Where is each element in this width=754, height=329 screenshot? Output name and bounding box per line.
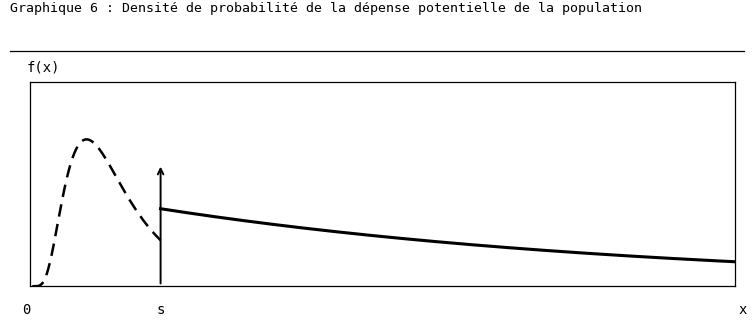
- Text: 0: 0: [23, 303, 31, 316]
- Text: s: s: [156, 303, 165, 316]
- Text: Graphique 6 : Densité de probabilité de la dépense potentielle de la population: Graphique 6 : Densité de probabilité de …: [10, 2, 642, 15]
- Text: f(x): f(x): [26, 60, 60, 74]
- Text: x: x: [739, 303, 747, 316]
